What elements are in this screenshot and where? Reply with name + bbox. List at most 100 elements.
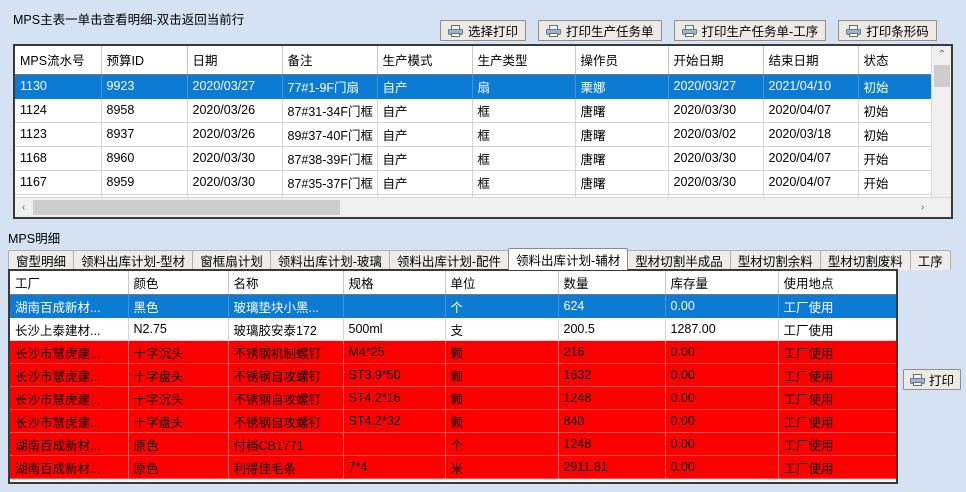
column-header-unit[interactable]: 单位 bbox=[445, 271, 559, 295]
column-header-name[interactable]: 名称 bbox=[228, 271, 344, 295]
detail-grid[interactable]: 工厂 颜色 名称 规格 单位 数量 库存量 使用地点 湖南百成新材... 黑色 … bbox=[8, 269, 898, 484]
tab-material-out-accessory[interactable]: 领料出库计划-配件 bbox=[388, 250, 510, 270]
column-header-quantity[interactable]: 数量 bbox=[558, 271, 666, 295]
cell-end-date: 2021/04/10 bbox=[763, 74, 859, 99]
cell-use-place: 工厂使用 bbox=[778, 317, 896, 341]
cell-factory: 长沙市慧虎建... bbox=[10, 409, 129, 433]
tab-material-out-profile[interactable]: 领料出库计划-型材 bbox=[73, 250, 194, 270]
cell-name: 利得佳毛条 bbox=[228, 455, 344, 479]
cell-date: 2020/03/26 bbox=[187, 122, 283, 147]
scroll-right-icon[interactable]: › bbox=[920, 202, 925, 213]
cell-quantity: 200.5 bbox=[558, 317, 666, 341]
table-row[interactable]: 1124 8958 2020/03/26 87#31-34F门框 自产 框 唐曙… bbox=[15, 98, 934, 123]
tab-process[interactable]: 工序 bbox=[909, 250, 951, 270]
cell-use-place: 工厂使用 bbox=[778, 294, 896, 318]
top-bar: MPS主表一单击查看明细-双击返回当前行 选择打印 打印生产任务单 打印生产任务… bbox=[0, 0, 966, 44]
scrollbar-corner bbox=[931, 198, 951, 217]
table-row[interactable]: 湖南百成新材... 原色 利得佳毛条 7*4 米 2911.81 0.00 工厂… bbox=[10, 455, 896, 479]
table-header-row: MPS流水号 预算ID 日期 备注 生产模式 生产类型 操作员 开始日期 结束日… bbox=[15, 46, 934, 75]
tab-material-out-glass[interactable]: 领料出库计划-玻璃 bbox=[269, 250, 390, 270]
print-barcode-button[interactable]: 打印条形码 bbox=[838, 20, 937, 41]
cell-stock: 0.00 bbox=[665, 340, 779, 364]
horizontal-scroll-thumb[interactable] bbox=[33, 200, 340, 215]
cell-unit: 颗 bbox=[445, 386, 559, 410]
cell-color: 十字沉头 bbox=[128, 340, 229, 364]
tab-frame-sash-plan[interactable]: 窗框扇计划 bbox=[192, 250, 271, 270]
cell-spec: ST4.2*32 bbox=[343, 409, 446, 433]
table-row[interactable]: 长沙上泰建材... N2.75 玻璃胶安泰172 500ml 支 200.5 1… bbox=[10, 317, 896, 341]
tab-material-out-auxiliary[interactable]: 领料出库计划-辅材 bbox=[508, 248, 629, 270]
tab-window-type-detail[interactable]: 窗型明细 bbox=[8, 250, 75, 270]
column-header-stock[interactable]: 库存量 bbox=[665, 271, 779, 295]
cell-date: 2020/03/26 bbox=[187, 98, 283, 123]
cell-start-date: 2020/03/02 bbox=[668, 122, 764, 147]
column-header-end-date[interactable]: 结束日期 bbox=[763, 46, 859, 75]
cell-mps-serial: 1124 bbox=[15, 98, 102, 123]
cell-end-date: 2020/04/07 bbox=[763, 170, 859, 195]
table-row[interactable]: 湖南百成新材... 黑色 玻璃垫块小黑... 个 624 0.00 工厂使用 bbox=[10, 294, 896, 318]
cell-name: 玻璃垫块小黑... bbox=[228, 294, 344, 318]
table-row[interactable]: 1167 8959 2020/03/30 87#35-37F门框 自产 框 唐曙… bbox=[15, 170, 934, 195]
detail-print-button[interactable]: 打印 bbox=[903, 369, 962, 390]
column-header-mps-serial[interactable]: MPS流水号 bbox=[15, 46, 102, 75]
select-print-button[interactable]: 选择打印 bbox=[440, 20, 527, 41]
main-grid-horizontal-scrollbar[interactable]: ‹ › bbox=[15, 197, 951, 217]
cell-mps-serial: 1130 bbox=[15, 74, 102, 99]
table-row[interactable]: 1168 8960 2020/03/30 87#38-39F门框 自产 框 唐曙… bbox=[15, 146, 934, 171]
cell-operator: 唐曙 bbox=[575, 146, 669, 171]
mps-main-grid[interactable]: MPS流水号 预算ID 日期 备注 生产模式 生产类型 操作员 开始日期 结束日… bbox=[13, 44, 953, 219]
cell-date: 2020/03/27 bbox=[187, 74, 283, 99]
cell-factory: 长沙市慧虎建... bbox=[10, 363, 129, 387]
column-header-color[interactable]: 颜色 bbox=[128, 271, 229, 295]
cell-prod-mode: 自产 bbox=[377, 98, 473, 123]
cell-stock: 0.00 bbox=[665, 432, 779, 456]
column-header-status[interactable]: 状态 bbox=[858, 46, 934, 75]
column-header-date[interactable]: 日期 bbox=[187, 46, 283, 75]
printer-icon bbox=[681, 24, 697, 37]
tab-profile-cut-waste[interactable]: 型材切割废料 bbox=[819, 250, 911, 270]
tab-profile-cut-semifinish[interactable]: 型材切割半成品 bbox=[627, 250, 731, 270]
column-header-prod-type[interactable]: 生产类型 bbox=[472, 46, 576, 75]
cell-status: 开始 bbox=[858, 170, 934, 195]
cell-quantity: 216 bbox=[558, 340, 666, 364]
cell-name: 不锈钢自攻螺钉 bbox=[228, 409, 344, 433]
cell-quantity: 1248 bbox=[558, 386, 666, 410]
column-header-use-place[interactable]: 使用地点 bbox=[778, 271, 896, 295]
cell-name: 不锈钢自攻螺钉 bbox=[228, 363, 344, 387]
column-header-spec[interactable]: 规格 bbox=[343, 271, 446, 295]
column-header-operator[interactable]: 操作员 bbox=[575, 46, 669, 75]
table-row[interactable]: 长沙市慧虎建... 十字盘头 不锈钢自攻螺钉 ST3.9*50 颗 1632 0… bbox=[10, 363, 896, 387]
cell-operator: 栗娜 bbox=[575, 74, 669, 99]
cell-color: 原色 bbox=[128, 432, 229, 456]
table-row[interactable]: 长沙市慧虎建... 十字盘头 不锈钢自攻螺钉 ST4.2*32 颗 840 0.… bbox=[10, 409, 896, 433]
cell-prod-type: 框 bbox=[472, 122, 576, 147]
detail-table: 工厂 颜色 名称 规格 单位 数量 库存量 使用地点 湖南百成新材... 黑色 … bbox=[10, 271, 896, 479]
column-header-start-date[interactable]: 开始日期 bbox=[668, 46, 764, 75]
column-header-budget-id[interactable]: 预算ID bbox=[101, 46, 188, 75]
column-header-remark[interactable]: 备注 bbox=[282, 46, 378, 75]
tab-profile-cut-remnant[interactable]: 型材切割余料 bbox=[729, 250, 821, 270]
printer-icon bbox=[546, 24, 562, 37]
main-grid-vertical-scrollbar[interactable]: ⌃ ⌄ bbox=[931, 46, 951, 217]
cell-unit: 颗 bbox=[445, 340, 559, 364]
cell-prod-mode: 自产 bbox=[377, 170, 473, 195]
cell-start-date: 2020/03/30 bbox=[668, 146, 764, 171]
column-header-prod-mode[interactable]: 生产模式 bbox=[377, 46, 473, 75]
table-row[interactable]: 长沙市慧虎建... 十字沉头 不锈钢机制螺钉 M4*25 颗 216 0.00 … bbox=[10, 340, 896, 364]
cell-use-place: 工厂使用 bbox=[778, 432, 896, 456]
print-production-order-button[interactable]: 打印生产任务单 bbox=[538, 20, 662, 41]
scroll-left-icon[interactable]: ‹ bbox=[21, 202, 26, 213]
cell-use-place: 工厂使用 bbox=[778, 340, 896, 364]
table-row[interactable]: 湖南百成新材... 原色 付档CB1771 个 1248 0.00 工厂使用 bbox=[10, 432, 896, 456]
table-row[interactable]: 1123 8937 2020/03/26 89#37-40F门框 自产 框 唐曙… bbox=[15, 122, 934, 147]
cell-color: 原色 bbox=[128, 455, 229, 479]
print-production-order-process-button[interactable]: 打印生产任务单-工序 bbox=[673, 20, 827, 41]
cell-remark: 87#35-37F门框 bbox=[282, 170, 378, 195]
scroll-up-icon[interactable]: ⌃ bbox=[937, 49, 947, 60]
table-row[interactable]: 长沙市慧虎建... 十字沉头 不锈钢自攻螺钉 ST4.2*16 颗 1248 0… bbox=[10, 386, 896, 410]
table-row[interactable]: 1130 9923 2020/03/27 77#1-9F门扇 自产 扇 栗娜 2… bbox=[15, 74, 934, 99]
vertical-scroll-thumb[interactable] bbox=[934, 65, 950, 87]
cell-color: 十字沉头 bbox=[128, 386, 229, 410]
column-header-factory[interactable]: 工厂 bbox=[10, 271, 129, 295]
cell-status: 开始 bbox=[858, 146, 934, 171]
